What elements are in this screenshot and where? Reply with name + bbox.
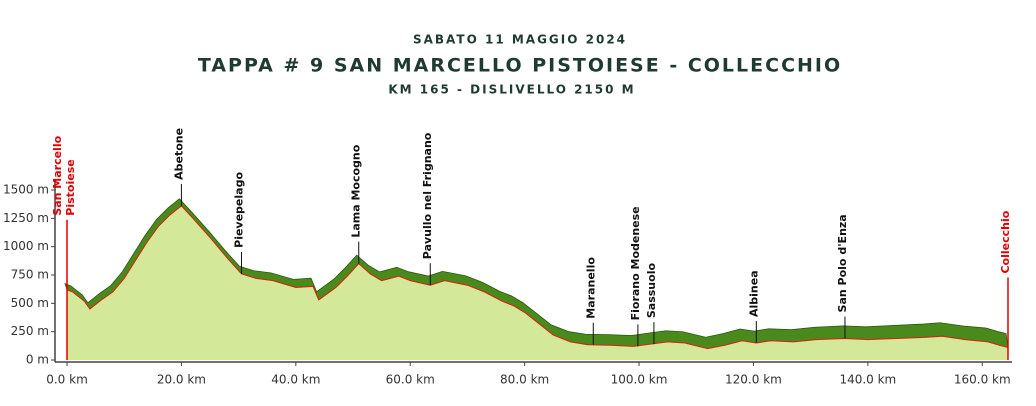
waypoint-label: Maranello xyxy=(584,257,597,319)
date: SABATO 11 MAGGIO 2024 xyxy=(413,33,627,47)
y-tick-label: 1000 m xyxy=(3,239,49,253)
waypoint-label: Sassuolo xyxy=(645,263,658,319)
waypoint-label: Albinea xyxy=(747,270,760,317)
x-tick-label: 120.0 km xyxy=(725,373,782,387)
waypoint-name: Abetone xyxy=(172,128,185,180)
x-tick-label: 140.0 km xyxy=(839,373,896,387)
x-tick-label: 100.0 km xyxy=(611,373,668,387)
x-tick-label: 0.0 km xyxy=(46,373,88,387)
chart-title: TAPPA # 9 SAN MARCELLO PISTOIESE - COLLE… xyxy=(198,55,842,77)
waypoint-name: San Marcello xyxy=(51,135,64,215)
waypoint-label: San Marcello Pistoiese xyxy=(51,135,77,215)
waypoint-label: Lama Mocogno xyxy=(350,144,363,237)
waypoint-name: Pavullo nel Frignano xyxy=(421,132,434,259)
waypoint-name: Maranello xyxy=(584,257,597,319)
waypoint-label: Pavullo nel Frignano xyxy=(421,132,434,259)
y-tick-label: 750 m xyxy=(11,268,49,282)
x-tick-label: 80.0 km xyxy=(500,373,549,387)
waypoint-name: Pievepelago xyxy=(232,172,245,248)
waypoint-label: Abetone xyxy=(172,128,185,180)
waypoint-label: San Polo d'Enza xyxy=(836,214,849,312)
x-tick-label: 40.0 km xyxy=(271,373,320,387)
waypoint-label: Pievepelago xyxy=(232,172,245,248)
y-tick-label: 0 m xyxy=(26,353,49,367)
x-tick-label: 160.0 km xyxy=(954,373,1011,387)
waypoint-label: Fiorano Modenese xyxy=(629,206,642,320)
subtitle: KM 165 - DISLIVELLO 2150 M xyxy=(388,83,635,97)
x-tick-label: 60.0 km xyxy=(386,373,435,387)
waypoint-name: Pistoiese xyxy=(64,159,77,215)
profile-line xyxy=(66,205,1009,350)
y-tick-label: 500 m xyxy=(11,296,49,310)
waypoint-name: Lama Mocogno xyxy=(350,144,363,237)
y-tick-label: 1500 m xyxy=(3,183,49,197)
waypoint-name: Collecchio xyxy=(999,210,1012,273)
waypoint-name: San Polo d'Enza xyxy=(836,214,849,312)
waypoint-label: Collecchio xyxy=(999,210,1012,273)
waypoint-name: Sassuolo xyxy=(645,263,658,319)
x-tick-label: 20.0 km xyxy=(157,373,206,387)
profile-area xyxy=(67,205,1008,360)
waypoint-name: Albinea xyxy=(747,270,760,317)
waypoint-name: Fiorano Modenese xyxy=(629,206,642,320)
y-tick-label: 250 m xyxy=(11,324,49,338)
y-tick-label: 1250 m xyxy=(3,211,49,225)
